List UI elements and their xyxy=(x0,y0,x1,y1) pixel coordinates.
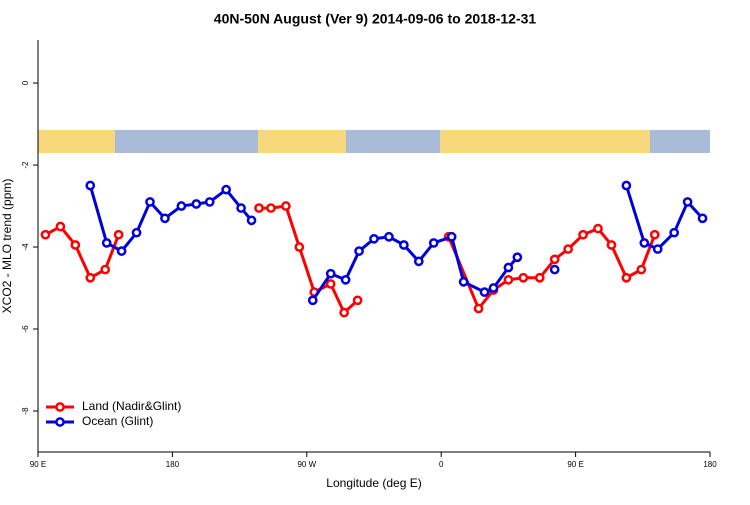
data-point xyxy=(534,272,545,283)
x-tick-label: 180 xyxy=(703,460,717,469)
y-tick-label: -8 xyxy=(21,407,30,415)
legend-marker xyxy=(55,402,65,412)
data-point xyxy=(473,303,484,314)
x-tick-label: 90 W xyxy=(297,460,316,469)
data-point xyxy=(307,295,318,306)
data-point xyxy=(518,272,529,283)
data-point xyxy=(325,279,336,289)
data-point xyxy=(399,240,409,250)
y-tick-label: -6 xyxy=(21,325,30,333)
data-point xyxy=(191,199,202,209)
x-tick-label: 0 xyxy=(439,460,444,469)
data-point xyxy=(649,229,660,240)
data-point xyxy=(479,287,490,297)
x-tick-label: 90 E xyxy=(567,460,583,469)
data-point xyxy=(549,254,560,265)
legend-label: Ocean (Glint) xyxy=(82,414,153,428)
data-point xyxy=(40,229,51,240)
data-point xyxy=(652,244,663,254)
data-point xyxy=(503,262,514,273)
data-point xyxy=(384,231,394,242)
data-point xyxy=(70,240,81,250)
data-point xyxy=(266,203,276,213)
data-point xyxy=(549,264,560,275)
map-strip xyxy=(38,130,710,153)
data-point xyxy=(352,295,363,306)
data-point xyxy=(578,229,588,240)
x-tick-label: 180 xyxy=(166,460,180,469)
data-point xyxy=(85,180,96,191)
data-point xyxy=(55,221,66,232)
x-axis-label: Longitude (deg E) xyxy=(326,476,421,490)
data-point xyxy=(204,197,215,207)
legend-label: Land (Nadir&Glint) xyxy=(82,399,181,413)
data-point xyxy=(446,231,457,242)
data-point xyxy=(621,272,632,283)
data-point xyxy=(503,274,514,285)
data-point xyxy=(254,203,264,213)
data-point xyxy=(563,244,573,254)
y-tick-label: -2 xyxy=(21,161,30,169)
data-point xyxy=(294,242,305,252)
data-point xyxy=(100,264,111,275)
data-point xyxy=(606,240,617,250)
data-point xyxy=(488,283,499,293)
data-point xyxy=(221,184,232,195)
land-strip xyxy=(258,130,346,153)
data-point xyxy=(281,201,291,211)
data-point xyxy=(236,203,246,213)
data-point xyxy=(593,223,603,234)
data-point xyxy=(145,197,155,207)
data-point xyxy=(369,233,379,244)
data-point xyxy=(682,197,693,207)
data-point xyxy=(636,264,647,275)
y-tick-label: 0 xyxy=(21,80,30,85)
data-point xyxy=(621,180,632,191)
data-point xyxy=(116,246,127,256)
data-point xyxy=(512,252,523,263)
y-axis-label: XCO2 - MLO trend (ppm) xyxy=(0,179,14,314)
data-point xyxy=(458,277,469,287)
data-point xyxy=(160,213,170,224)
data-point xyxy=(339,307,349,318)
x-tick-label: 90 E xyxy=(30,460,46,469)
legend-marker xyxy=(55,417,65,427)
y-tick-label: -4 xyxy=(21,243,30,251)
data-point xyxy=(176,201,187,211)
land-strip xyxy=(440,130,650,153)
data-point xyxy=(246,215,257,226)
data-point xyxy=(101,238,112,248)
data-point xyxy=(669,227,680,238)
data-point xyxy=(131,227,142,238)
data-point xyxy=(113,229,124,240)
data-point xyxy=(85,272,96,283)
land-strip xyxy=(38,130,115,153)
data-point xyxy=(639,238,650,248)
chart-title: 40N-50N August (Ver 9) 2014-09-06 to 201… xyxy=(214,11,537,27)
data-point xyxy=(325,268,336,279)
data-point xyxy=(340,274,351,285)
data-point xyxy=(413,256,424,267)
data-point xyxy=(428,238,439,248)
data-point xyxy=(354,246,364,256)
data-point xyxy=(697,213,708,224)
